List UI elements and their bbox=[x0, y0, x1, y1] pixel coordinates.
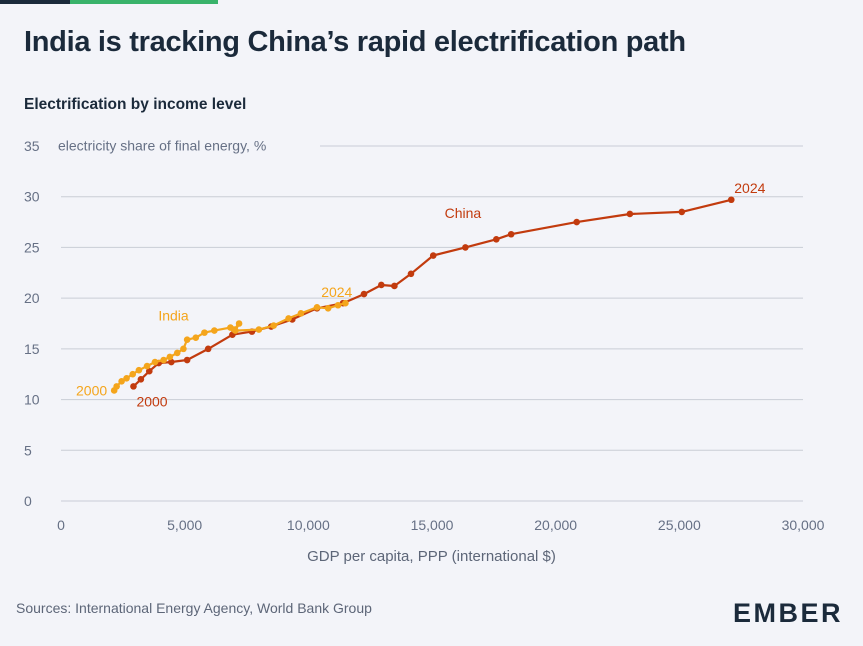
point-china-16 bbox=[407, 270, 415, 278]
y-tick-label-30: 30 bbox=[24, 189, 40, 205]
x-tick-label-20000: 20,000 bbox=[534, 517, 577, 533]
point-india-5 bbox=[135, 366, 143, 374]
x-axis-label: GDP per capita, PPP (international $) bbox=[307, 548, 556, 565]
x-tick-label-10000: 10,000 bbox=[287, 517, 330, 533]
point-china-4 bbox=[168, 358, 175, 366]
point-china-20 bbox=[507, 230, 515, 238]
line-chart: 0 5 10 15 20 25 30 35 0 5,000 10,000 15,000 20,000 2… bbox=[24, 136, 825, 533]
label-china-end: 2024 bbox=[734, 180, 765, 196]
label-china-start: 2000 bbox=[136, 393, 167, 409]
label-china-name: China bbox=[445, 205, 482, 221]
point-india-21 bbox=[270, 322, 278, 329]
point-india-7 bbox=[151, 358, 159, 366]
label-india-name: India bbox=[158, 307, 189, 323]
x-tick-label-0: 0 bbox=[57, 517, 65, 533]
point-india-1 bbox=[113, 383, 120, 390]
point-china-14 bbox=[377, 281, 385, 289]
top-accent-bar bbox=[0, 0, 218, 4]
line-china bbox=[132, 198, 732, 388]
point-india-11 bbox=[180, 345, 187, 353]
point-china-24 bbox=[727, 196, 735, 204]
point-china-2 bbox=[145, 367, 153, 375]
point-india-22 bbox=[285, 315, 292, 322]
top-accent-bar-green bbox=[70, 0, 218, 4]
point-india-10 bbox=[173, 349, 181, 357]
label-india-start: 2000 bbox=[76, 382, 107, 398]
point-china-21 bbox=[573, 218, 580, 226]
chart-subtitle: Electrification by income level bbox=[24, 96, 247, 113]
point-china-5 bbox=[183, 356, 191, 364]
point-india-15 bbox=[211, 327, 218, 334]
point-india-25 bbox=[324, 304, 332, 312]
point-china-23 bbox=[678, 208, 686, 216]
y-axis-label-background bbox=[52, 136, 320, 156]
x-tick-label-30000: 30,000 bbox=[782, 517, 825, 533]
chart-title: India is tracking China’s rapid electrif… bbox=[24, 26, 686, 58]
point-china-0 bbox=[130, 383, 137, 390]
y-axis-label: electricity share of final energy, % bbox=[58, 138, 266, 154]
point-india-9 bbox=[166, 353, 174, 361]
ember-logo: EMBER bbox=[732, 598, 843, 628]
source-note: Sources: International Energy Agency, Wo… bbox=[16, 600, 372, 616]
label-india-end: 2024 bbox=[321, 284, 352, 300]
y-tick-label-10: 10 bbox=[24, 392, 40, 408]
point-china-13 bbox=[360, 290, 368, 298]
y-axis-ticks: 0 5 10 15 20 25 30 35 bbox=[24, 138, 40, 509]
y-tick-label-25: 25 bbox=[24, 239, 40, 255]
point-india-19 bbox=[232, 327, 239, 334]
x-tick-label-15000: 15,000 bbox=[411, 517, 454, 533]
top-accent-bar-dark bbox=[0, 0, 70, 4]
point-india-18 bbox=[235, 320, 243, 327]
point-china-22 bbox=[626, 210, 634, 218]
series-layer bbox=[110, 196, 735, 394]
point-india-20 bbox=[255, 326, 263, 333]
y-tick-label-35: 35 bbox=[24, 138, 40, 154]
x-tick-label-5000: 5,000 bbox=[167, 517, 202, 533]
line-india bbox=[113, 302, 346, 391]
y-tick-label-20: 20 bbox=[24, 290, 40, 306]
chart-grid bbox=[61, 145, 803, 502]
point-india-12 bbox=[183, 336, 191, 344]
point-india-8 bbox=[160, 356, 167, 364]
series-india bbox=[110, 299, 349, 394]
x-tick-label-25000: 25,000 bbox=[658, 517, 701, 533]
point-india-3 bbox=[123, 374, 130, 382]
point-india-23 bbox=[297, 310, 305, 317]
x-axis-ticks: 0 5,000 10,000 15,000 20,000 25,000 30,000 bbox=[57, 517, 825, 533]
point-india-2 bbox=[118, 378, 125, 385]
point-india-24 bbox=[313, 303, 321, 311]
point-china-6 bbox=[204, 345, 212, 353]
series-china bbox=[130, 196, 735, 390]
point-china-15 bbox=[391, 282, 398, 290]
point-india-14 bbox=[201, 329, 208, 336]
y-tick-label-5: 5 bbox=[24, 442, 32, 458]
point-china-18 bbox=[462, 244, 469, 251]
point-india-26 bbox=[334, 301, 342, 309]
point-china-17 bbox=[429, 252, 437, 259]
point-india-27 bbox=[342, 299, 349, 307]
series-labels: China 2024 2000 India 2024 2000 bbox=[76, 180, 766, 410]
point-china-19 bbox=[493, 236, 500, 243]
y-tick-label-15: 15 bbox=[24, 341, 40, 357]
point-china-1 bbox=[137, 375, 145, 383]
point-india-13 bbox=[192, 334, 200, 342]
y-tick-label-0: 0 bbox=[24, 493, 32, 509]
point-india-6 bbox=[143, 362, 151, 370]
point-india-4 bbox=[129, 370, 137, 378]
